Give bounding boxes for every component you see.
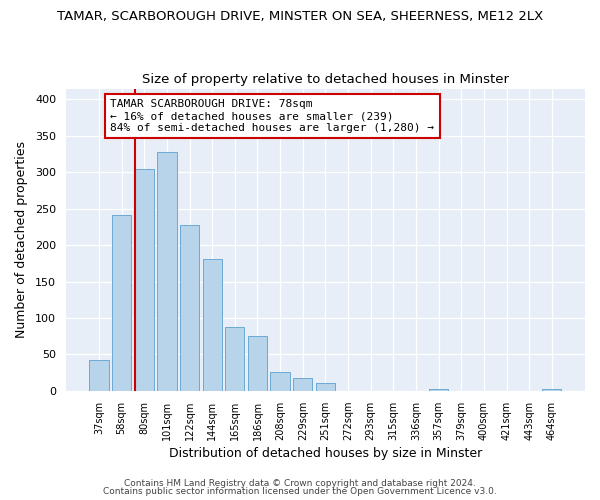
Bar — [429, 388, 448, 391]
Text: Contains public sector information licensed under the Open Government Licence v3: Contains public sector information licen… — [103, 487, 497, 496]
Bar — [134, 168, 154, 391]
Text: TAMAR SCARBOROUGH DRIVE: 78sqm
← 16% of detached houses are smaller (239)
84% of: TAMAR SCARBOROUGH DRIVE: 78sqm ← 16% of … — [110, 100, 434, 132]
Bar — [542, 388, 562, 391]
Bar — [271, 372, 290, 391]
Bar — [203, 259, 222, 391]
Bar — [157, 152, 176, 391]
Text: TAMAR, SCARBOROUGH DRIVE, MINSTER ON SEA, SHEERNESS, ME12 2LX: TAMAR, SCARBOROUGH DRIVE, MINSTER ON SEA… — [57, 10, 543, 23]
Text: Contains HM Land Registry data © Crown copyright and database right 2024.: Contains HM Land Registry data © Crown c… — [124, 478, 476, 488]
Y-axis label: Number of detached properties: Number of detached properties — [15, 141, 28, 338]
X-axis label: Distribution of detached houses by size in Minster: Distribution of detached houses by size … — [169, 447, 482, 460]
Title: Size of property relative to detached houses in Minster: Size of property relative to detached ho… — [142, 73, 509, 86]
Bar — [225, 326, 244, 391]
Bar — [180, 225, 199, 391]
Bar — [248, 336, 267, 391]
Bar — [316, 383, 335, 391]
Bar — [89, 360, 109, 391]
Bar — [293, 378, 313, 391]
Bar — [112, 216, 131, 391]
